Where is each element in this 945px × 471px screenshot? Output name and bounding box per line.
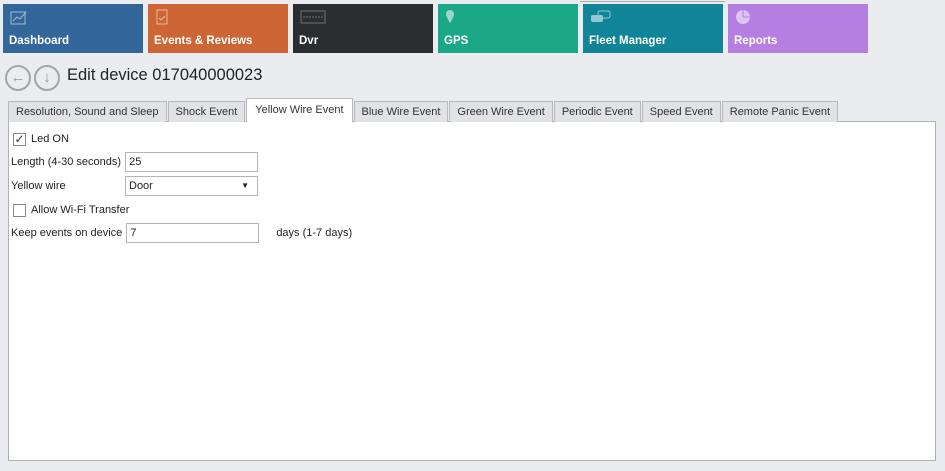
tile-gps[interactable]: GPS [438, 4, 578, 53]
tile-dashboard[interactable]: Dashboard [3, 4, 143, 53]
tab-blue-wire-event[interactable]: Blue Wire Event [353, 101, 449, 122]
length-row: Length (4-30 seconds) 25 [11, 152, 259, 172]
led-on-checkbox[interactable]: ✓ [13, 131, 26, 146]
tab-speed-event[interactable]: Speed Event [641, 101, 721, 122]
tile-label: GPS [444, 35, 469, 47]
tile-label: Dashboard [9, 35, 70, 47]
tile-fleet-manager[interactable]: Fleet Manager [583, 4, 723, 53]
wifi-transfer-label: Allow Wi-Fi Transfer [31, 204, 130, 216]
yellow-wire-select[interactable]: Door ▼ [125, 176, 258, 196]
tab-remote-panic-event[interactable]: Remote Panic Event [721, 101, 839, 122]
map-pin-icon [446, 10, 454, 23]
tab-shock-event[interactable]: Shock Event [167, 101, 246, 122]
top-indicator-line [580, 1, 725, 2]
arrow-left-circle-icon[interactable]: ← [5, 65, 31, 91]
cars-icon [591, 10, 611, 22]
keep-events-row: Keep events on device 7 days (1-7 days) [11, 223, 352, 243]
tab-yellow-wire-event[interactable]: Yellow Wire Event [246, 98, 353, 122]
tab-content-panel [8, 121, 936, 461]
keep-events-suffix: days (1-7 days) [276, 227, 353, 239]
chart-trend-icon [10, 11, 27, 25]
tile-reports[interactable]: Reports [728, 4, 868, 53]
yellow-wire-value: Door [129, 180, 153, 192]
length-label: Length (4-30 seconds) [11, 156, 122, 168]
yellow-wire-label: Yellow wire [11, 180, 66, 192]
keep-events-input[interactable]: 7 [126, 223, 260, 243]
tile-label: Fleet Manager [589, 35, 667, 47]
keep-events-label: Keep events on device [11, 227, 123, 239]
tile-events-reviews[interactable]: Events & Reviews [148, 4, 288, 53]
tab-periodic-event[interactable]: Periodic Event [553, 101, 641, 122]
arrow-down-circle-icon[interactable]: ↓ [34, 65, 60, 91]
tile-dvr[interactable]: Dvr [293, 4, 433, 53]
tab-resolution-sound-sleep[interactable]: Resolution, Sound and Sleep [8, 101, 167, 122]
merge-logo-icon [300, 10, 326, 24]
tile-label: Reports [734, 35, 778, 47]
tab-strip: Resolution, Sound and Sleep Shock Event … [8, 98, 839, 122]
yellow-wire-row: Yellow wire Door ▼ [11, 176, 258, 196]
tab-green-wire-event[interactable]: Green Wire Event [449, 101, 553, 122]
wifi-transfer-row: Allow Wi-Fi Transfer [11, 200, 129, 220]
pie-chart-icon [736, 10, 750, 24]
clipboard-check-icon [156, 9, 168, 25]
length-input[interactable]: 25 [125, 152, 259, 172]
chevron-down-icon: ▼ [241, 181, 249, 190]
tile-label: Dvr [299, 35, 319, 47]
page-title: Edit device 017040000023 [67, 66, 263, 84]
wifi-transfer-checkbox[interactable] [13, 203, 26, 217]
tile-label: Events & Reviews [154, 35, 253, 47]
led-on-label: Led ON [31, 133, 69, 145]
led-on-row: ✓ Led ON [11, 129, 69, 149]
